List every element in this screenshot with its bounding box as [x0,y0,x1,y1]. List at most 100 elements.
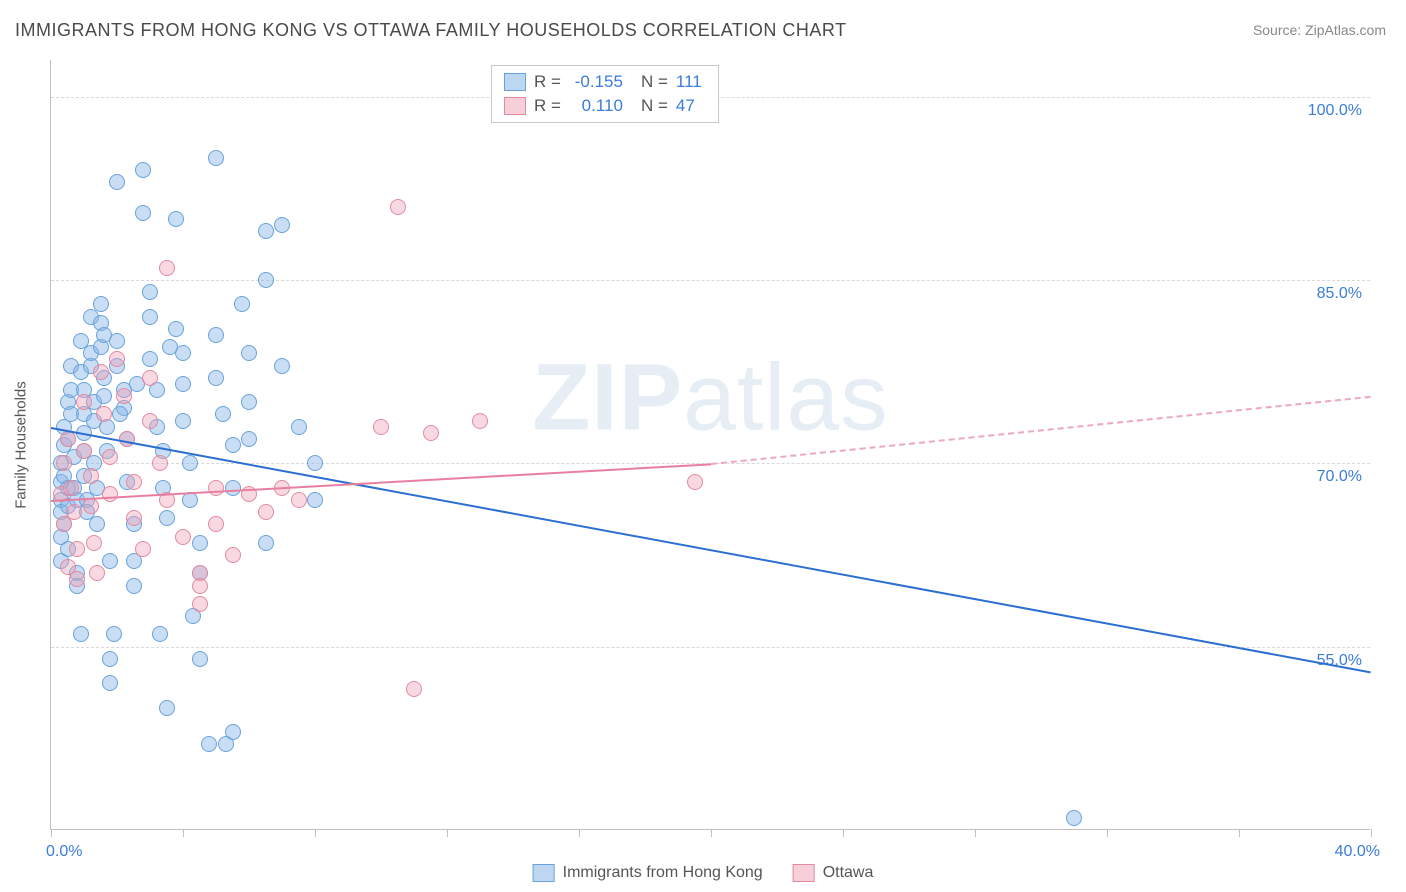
data-point [373,419,389,435]
data-point [126,578,142,594]
data-point [102,486,118,502]
y-tick-label: 100.0% [1307,102,1362,120]
swatch-pink [504,97,526,115]
data-point [116,388,132,404]
data-point [89,565,105,581]
data-point [208,150,224,166]
x-tick [1371,829,1372,837]
trend-line [51,463,711,502]
data-point [76,443,92,459]
data-point [208,370,224,386]
data-point [258,223,274,239]
data-point [423,425,439,441]
x-tick [183,829,184,837]
data-point [274,358,290,374]
data-point [241,345,257,361]
data-point [86,535,102,551]
y-tick-label: 85.0% [1307,285,1362,303]
data-point [201,736,217,752]
data-point [152,626,168,642]
data-point [192,535,208,551]
x-tick [447,829,448,837]
x-tick [51,829,52,837]
data-point [56,455,72,471]
data-point [96,388,112,404]
x-tick [315,829,316,837]
data-point [225,437,241,453]
trend-line [711,396,1371,465]
x-tick [843,829,844,837]
data-point [168,211,184,227]
data-point [89,516,105,532]
data-point [175,376,191,392]
data-point [234,296,250,312]
data-point [182,455,198,471]
series-legend: Immigrants from Hong Kong Ottawa [533,864,874,882]
data-point [69,541,85,557]
n-value-pink: 47 [676,96,706,116]
data-point [390,199,406,215]
data-point [208,516,224,532]
source-text: Source: ZipAtlas.com [1253,22,1386,38]
data-point [159,260,175,276]
data-point [119,431,135,447]
data-point [109,174,125,190]
data-point [307,492,323,508]
data-point [96,327,112,343]
data-point [208,480,224,496]
data-point [109,351,125,367]
watermark-rest: atlas [683,345,889,451]
plot-area: Family Households 100.0%85.0%70.0%55.0% … [50,60,1370,830]
data-point [162,339,178,355]
data-point [218,736,234,752]
data-point [159,510,175,526]
chart-title: IMMIGRANTS FROM HONG KONG VS OTTAWA FAMI… [15,20,847,41]
n-label: N = [641,72,668,92]
data-point [142,284,158,300]
data-point [192,651,208,667]
swatch-pink [793,864,815,882]
data-point [1066,810,1082,826]
data-point [192,596,208,612]
data-point [291,492,307,508]
data-point [142,309,158,325]
x-tick [1239,829,1240,837]
data-point [66,504,82,520]
x-tick [711,829,712,837]
data-point [258,272,274,288]
data-point [274,217,290,233]
data-point [76,394,92,410]
data-point [406,681,422,697]
data-point [168,321,184,337]
data-point [192,578,208,594]
data-point [225,480,241,496]
data-point [472,413,488,429]
data-point [102,675,118,691]
data-point [291,419,307,435]
data-point [687,474,703,490]
data-point [63,480,79,496]
watermark-bold: ZIP [532,345,683,451]
data-point [152,455,168,471]
n-label: N = [641,96,668,116]
data-point [241,431,257,447]
r-label: R = [534,72,561,92]
data-point [225,547,241,563]
data-point [142,351,158,367]
data-point [126,474,142,490]
data-point [208,327,224,343]
gridline [51,647,1370,648]
data-point [83,498,99,514]
data-point [307,455,323,471]
data-point [102,553,118,569]
data-point [73,626,89,642]
legend-item-blue: Immigrants from Hong Kong [533,864,763,882]
r-value-blue: -0.155 [569,72,623,92]
data-point [96,406,112,422]
data-point [159,700,175,716]
legend-row-blue: R = -0.155 N = 111 [504,70,706,94]
data-point [142,413,158,429]
x-axis-min-label: 0.0% [46,843,82,861]
data-point [69,571,85,587]
x-axis-max-label: 40.0% [1335,843,1380,861]
